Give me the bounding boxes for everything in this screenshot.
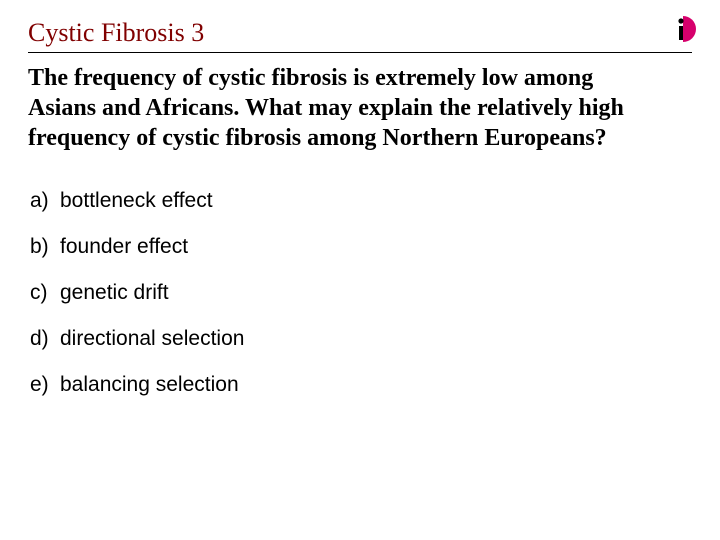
options-list: a)bottleneck effect b)founder effect c)g… bbox=[28, 189, 692, 397]
option-letter: a) bbox=[30, 189, 60, 213]
title-divider bbox=[28, 52, 692, 53]
option-text: founder effect bbox=[60, 235, 188, 258]
option-letter: e) bbox=[30, 373, 60, 397]
option-text: genetic drift bbox=[60, 281, 169, 304]
question-text: The frequency of cystic fibrosis is extr… bbox=[28, 63, 692, 153]
slide-container: Cystic Fibrosis 3 The frequency of cysti… bbox=[0, 0, 720, 397]
option-a[interactable]: a)bottleneck effect bbox=[30, 189, 692, 213]
option-d[interactable]: d)directional selection bbox=[30, 327, 692, 351]
option-letter: d) bbox=[30, 327, 60, 351]
option-text: balancing selection bbox=[60, 373, 239, 396]
option-letter: c) bbox=[30, 281, 60, 305]
option-text: directional selection bbox=[60, 327, 244, 350]
option-b[interactable]: b)founder effect bbox=[30, 235, 692, 259]
option-c[interactable]: c)genetic drift bbox=[30, 281, 692, 305]
brand-logo-icon bbox=[668, 14, 698, 44]
option-text: bottleneck effect bbox=[60, 189, 213, 212]
option-letter: b) bbox=[30, 235, 60, 259]
option-e[interactable]: e)balancing selection bbox=[30, 373, 692, 397]
slide-title: Cystic Fibrosis 3 bbox=[28, 18, 692, 48]
